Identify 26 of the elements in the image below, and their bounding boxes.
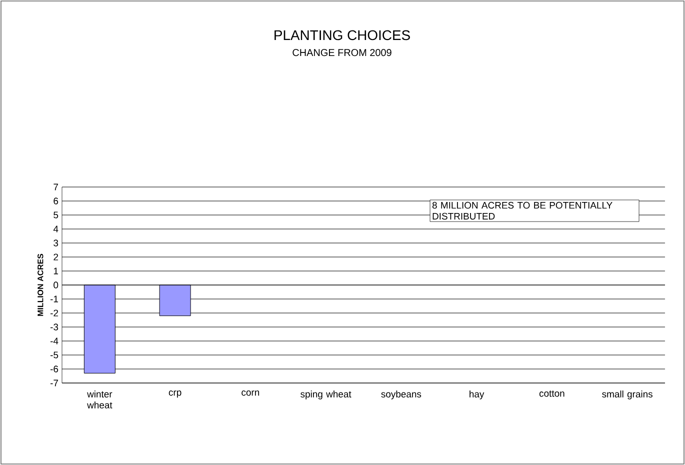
y-tick-label: 6 — [54, 198, 58, 204]
x-tick-label: sping wheat — [300, 390, 352, 400]
x-tick-label: hay — [470, 390, 484, 400]
x-tick-label: corn — [242, 390, 260, 396]
x-tick-label: cotton — [539, 390, 564, 397]
x-tick-label: crp — [168, 390, 182, 398]
y-tick-label: 2 — [54, 254, 58, 260]
annotation: 8 MILLION ACRES TO BE POTENTIALLY DISTRIBUTED — [432, 202, 612, 220]
y-tick-label: 5 — [54, 212, 58, 218]
y-tick-label: 3 — [54, 240, 58, 246]
y-tick-label: -3 — [50, 324, 58, 330]
chart-title: PLANTING CHOICES — [274, 30, 410, 40]
y-tick-label: 0 — [54, 282, 58, 288]
y-tick-label: 1 — [54, 268, 58, 274]
y-tick-label: -2 — [50, 310, 58, 316]
y-tick-label: -7 — [50, 380, 58, 386]
y-tick-label: -6 — [50, 366, 58, 372]
y-tick-label: -1 — [50, 296, 58, 302]
y-tick-label: -4 — [50, 338, 58, 344]
y-tick-label: 7 — [54, 184, 58, 190]
y-tick-label: 4 — [53, 226, 58, 232]
x-tick-label: small grains — [602, 390, 652, 400]
x-tick-label: soybeans — [381, 390, 422, 400]
chart-subtitle: CHANGE FROM 2009 — [292, 49, 392, 56]
y-tick-label: -5 — [50, 352, 58, 358]
x-tick-label: winter wheat — [87, 390, 112, 408]
